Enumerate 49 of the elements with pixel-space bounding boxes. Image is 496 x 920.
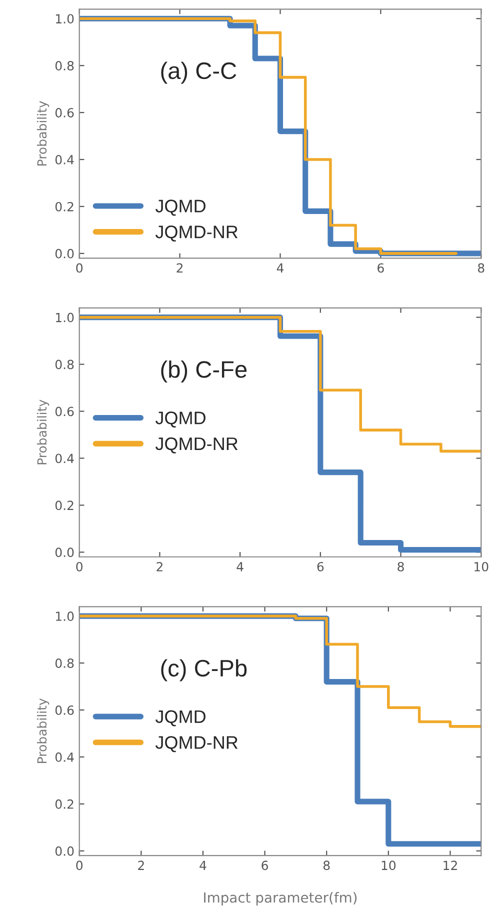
x-tick-label: 8 (398, 562, 404, 572)
x-tick-label: 4 (276, 263, 284, 272)
x-axis-title: Impact parameter(fm) (204, 892, 357, 906)
y-tick-label: 0.6 (55, 705, 74, 715)
annotation: (c) C-Pb (161, 659, 247, 682)
legend-label: JQMD-NR (155, 437, 238, 454)
y-tick-label: 0.8 (55, 360, 74, 370)
x-tick-label: 2 (176, 263, 183, 272)
y-tick-label: 1.0 (56, 312, 74, 322)
legend-label: JQMD (155, 412, 206, 428)
y-tick-label: 0.2 (55, 202, 74, 212)
x-tick-label: 6 (317, 562, 324, 572)
x-tick-label: 4 (200, 860, 206, 870)
legend-label: JQMD-NR (155, 226, 238, 242)
y-axis-title: Probability (36, 101, 50, 166)
y-tick-label: 0.2 (55, 500, 74, 510)
legend-label: JQMD (155, 710, 206, 726)
y-tick-label: 0.2 (55, 799, 74, 809)
x-tick-label: 10 (474, 562, 488, 572)
x-tick-label: 2 (156, 562, 162, 572)
y-tick-label: 1.0 (56, 612, 74, 621)
x-tick-label: 10 (382, 860, 396, 870)
annotation: (a) C-C (161, 62, 236, 84)
x-tick-label: 12 (444, 860, 457, 870)
y-axis-title: Probability (36, 400, 50, 464)
x-tick-label: 0 (76, 562, 83, 572)
y-tick-label: 0.0 (55, 846, 74, 856)
x-tick-label: 6 (378, 263, 384, 273)
y-tick-label: 0.0 (55, 548, 74, 558)
x-tick-label: 8 (478, 263, 484, 273)
annotation: (b) C-Fe (161, 360, 247, 383)
y-tick-label: 0.4 (55, 752, 74, 762)
x-tick-label: 0 (76, 263, 83, 273)
y-tick-label: 1.0 (56, 14, 74, 24)
legend-label: JQMD (155, 200, 206, 216)
y-tick-label: 0.8 (55, 61, 74, 70)
y-tick-label: 0.8 (55, 658, 74, 668)
x-tick-label: 8 (323, 860, 330, 870)
y-tick-label: 0.0 (55, 248, 74, 258)
x-tick-label: 4 (236, 562, 244, 572)
legend-label: JQMD-NR (155, 736, 238, 752)
y-axis-title: Probability (36, 698, 50, 763)
x-tick-label: 0 (76, 860, 83, 870)
y-tick-label: 0.6 (55, 406, 74, 416)
x-tick-label: 2 (138, 860, 144, 870)
y-tick-label: 0.6 (55, 108, 74, 118)
y-tick-label: 0.4 (55, 454, 74, 464)
y-tick-label: 0.4 (55, 154, 74, 164)
x-tick-label: 6 (262, 860, 268, 870)
